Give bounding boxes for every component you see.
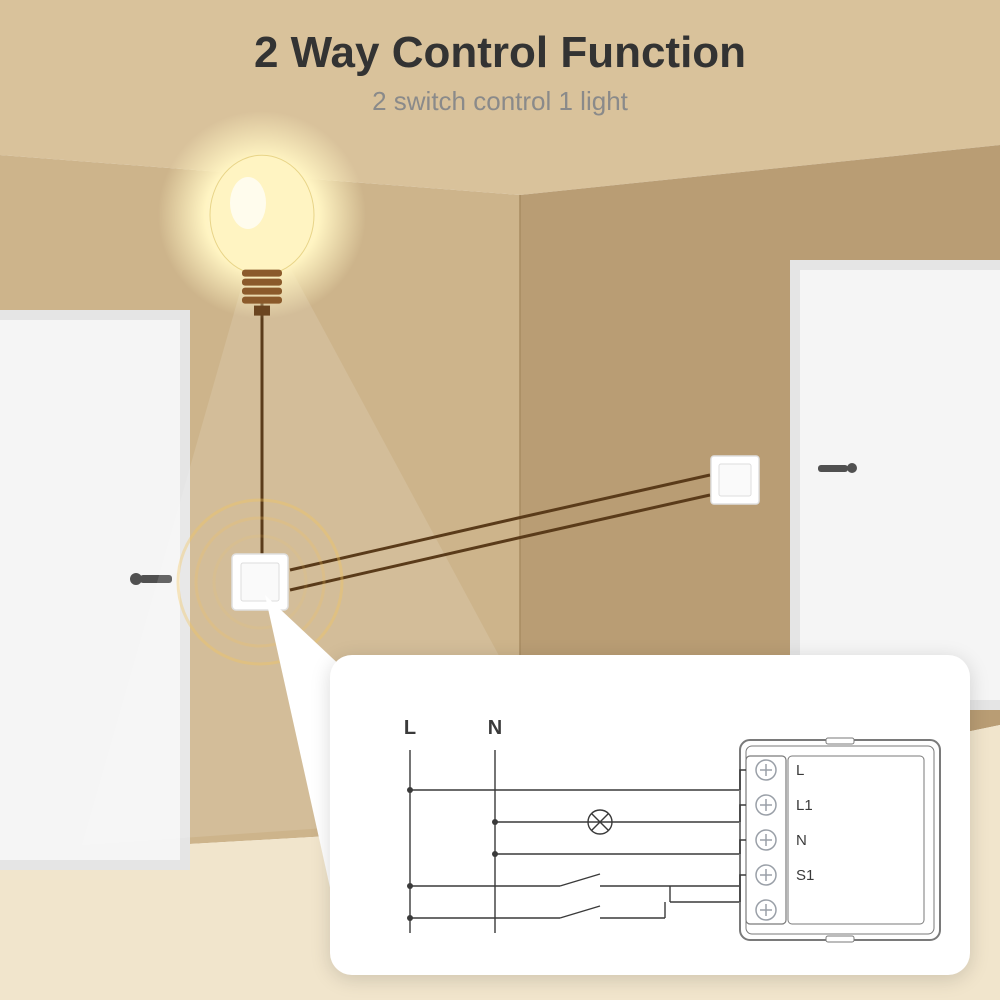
terminal-label: N bbox=[796, 832, 807, 849]
bulb-base bbox=[242, 288, 282, 295]
bulb-base bbox=[242, 270, 282, 277]
terminal-label: L bbox=[796, 762, 804, 779]
bulb-base bbox=[242, 297, 282, 304]
page-title: 2 Way Control Function bbox=[0, 28, 1000, 78]
switch-symbol-2 bbox=[560, 906, 600, 918]
terminal-label: S1 bbox=[796, 867, 814, 884]
door-handle-right bbox=[818, 465, 848, 472]
wiring-diagram-panel: L N L L1 N S1 bbox=[330, 655, 970, 975]
page-subtitle: 2 switch control 1 light bbox=[0, 86, 1000, 117]
bulb-base bbox=[242, 279, 282, 286]
wiring-label-N: N bbox=[488, 717, 502, 739]
terminal-label: L1 bbox=[796, 797, 813, 814]
wiring-label-L: L bbox=[404, 717, 416, 739]
door-right bbox=[800, 270, 1000, 700]
switch-symbol-1 bbox=[560, 874, 600, 886]
